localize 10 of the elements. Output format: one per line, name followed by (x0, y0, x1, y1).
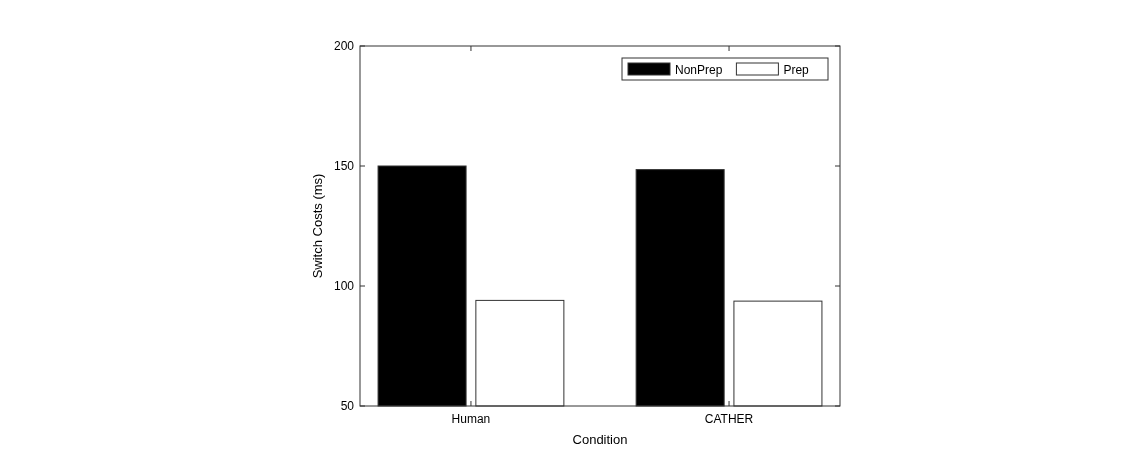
legend-label: NonPrep (675, 62, 723, 77)
x-tick-label: CATHER (704, 412, 754, 426)
legend-label: Prep (783, 62, 810, 77)
y-tick-label: 50 (340, 399, 355, 413)
y-tick-label: 100 (333, 279, 355, 293)
x-axis-title: Condition (572, 432, 628, 447)
x-tick-label: Human (451, 412, 491, 426)
y-tick-label: 200 (333, 39, 355, 53)
y-axis-title: Switch Costs (ms) (310, 173, 325, 279)
y-tick-label: 150 (333, 159, 355, 173)
